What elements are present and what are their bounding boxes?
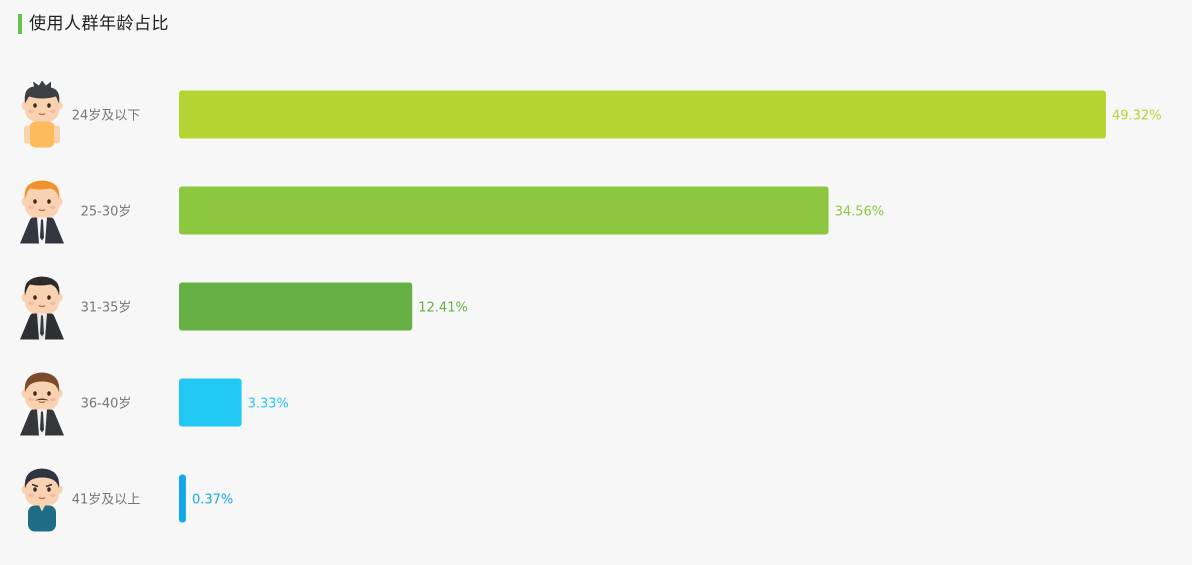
category-label: 36-40岁 [81,397,132,412]
category-label: 24岁及以下 [72,109,141,124]
category-label: 41岁及以上 [72,493,141,508]
value-label: 12.41% [418,301,468,316]
bar [179,186,829,235]
value-label: 0.37% [192,493,233,508]
value-label: 34.56% [835,205,885,220]
mustache-man-icon [20,372,64,436]
bar [179,282,413,331]
young-boy-icon [21,80,63,148]
value-label: 49.32% [1112,109,1162,124]
young-man-tie-icon [20,180,64,244]
older-man-icon [21,468,63,532]
bar [179,378,242,427]
value-label: 3.33% [248,397,289,412]
title-accent-bar [18,14,22,34]
category-label: 25-30岁 [81,205,132,220]
suit-man-icon [20,276,64,340]
chart-title: 使用人群年龄占比 [29,14,169,34]
chart-title-block: 使用人群年龄占比 [18,14,169,34]
bar [179,474,186,523]
category-label: 31-35岁 [81,301,132,316]
bar [179,90,1106,139]
